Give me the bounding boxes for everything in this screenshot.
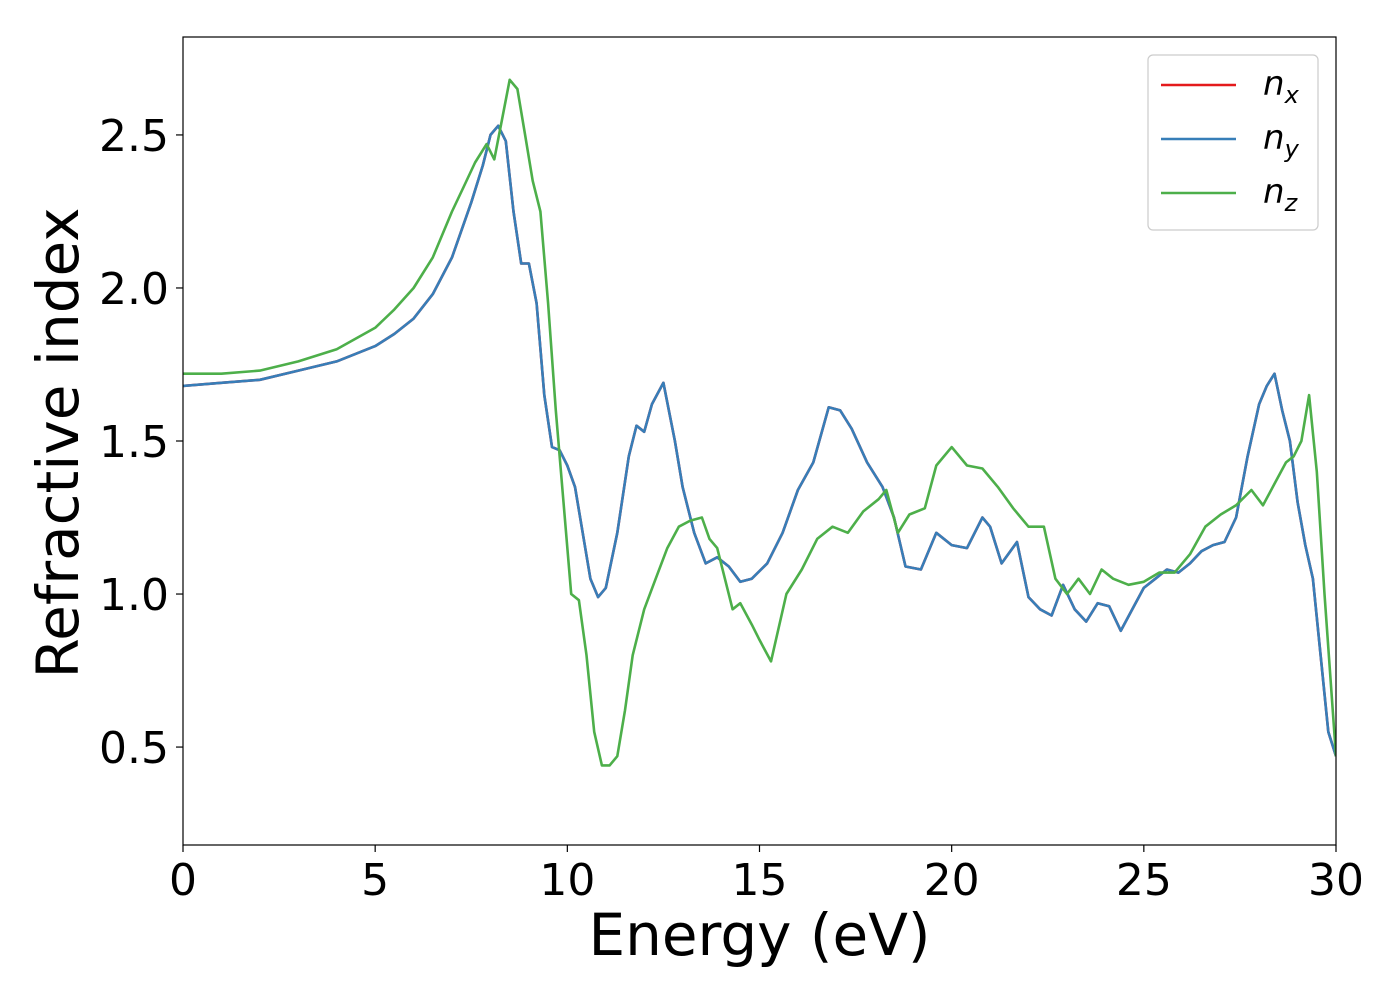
x-tick-label: 0: [169, 855, 197, 906]
x-tick-label: 15: [732, 855, 788, 906]
y-tick-label: 2.0: [99, 264, 169, 315]
y-axis-title: Refractive index: [24, 207, 92, 678]
plot-area: [183, 37, 1336, 845]
series-line-nz: [183, 78, 1336, 767]
y-tick-label: 0.5: [99, 723, 169, 774]
y-tick-label: 1.5: [99, 417, 169, 468]
y-tick-label: 1.0: [99, 570, 169, 621]
x-axis-title: Energy (eV): [588, 901, 930, 969]
x-tick-label: 20: [924, 855, 980, 906]
x-tick-label: 30: [1308, 855, 1364, 906]
x-tick-label: 5: [361, 855, 389, 906]
y-tick-label: 2.5: [99, 111, 169, 162]
x-tick-label: 10: [539, 855, 595, 906]
series-lines: [183, 78, 1336, 767]
x-tick-label: 25: [1116, 855, 1172, 906]
y-axis-ticks: 0.5 1.0 1.5 2.0 2.5: [99, 111, 183, 774]
x-axis-ticks: 0 5 10 15 20 25 30: [169, 845, 1364, 906]
legend-box: [1147, 54, 1319, 231]
series-line-ny: [183, 124, 1336, 757]
